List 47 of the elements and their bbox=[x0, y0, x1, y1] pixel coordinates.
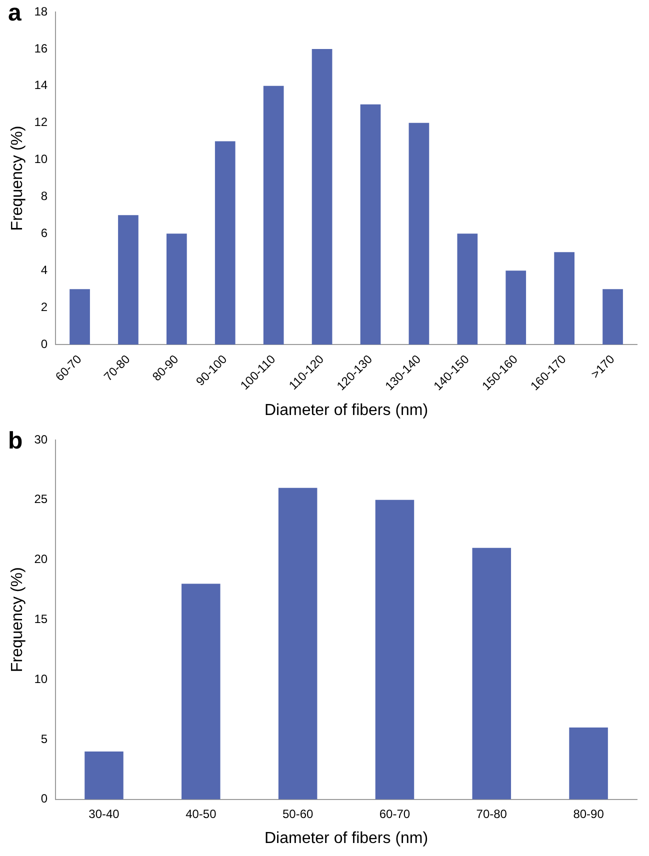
bar bbox=[360, 104, 381, 344]
bar bbox=[554, 252, 574, 344]
y-tick-label: 18 bbox=[34, 4, 48, 18]
chart-title: a bbox=[8, 0, 22, 27]
x-tick-label: 60-70 bbox=[379, 806, 410, 821]
y-tick-label: 30 bbox=[34, 432, 48, 446]
bar bbox=[84, 751, 124, 800]
bar bbox=[506, 270, 526, 344]
y-axis-title: Frequency (%) bbox=[9, 126, 26, 231]
bar bbox=[457, 234, 478, 344]
y-tick-label: 5 bbox=[40, 732, 48, 746]
x-tick-label: 80-90 bbox=[573, 806, 604, 821]
y-tick-label: 8 bbox=[40, 189, 48, 204]
bar bbox=[472, 548, 512, 800]
x-tick-label: 70-80 bbox=[476, 806, 508, 821]
y-tick-label: 15 bbox=[34, 612, 48, 626]
bar bbox=[118, 215, 138, 344]
x-tick-label: 40-50 bbox=[186, 806, 217, 821]
bar bbox=[312, 48, 332, 344]
y-tick-label: 12 bbox=[34, 115, 48, 130]
y-tick-label: 0 bbox=[40, 336, 48, 351]
bar bbox=[70, 289, 90, 344]
y-tick-label: 2 bbox=[40, 300, 48, 314]
bar bbox=[182, 584, 220, 800]
chart-title: b bbox=[8, 428, 23, 455]
y-tick-label: 16 bbox=[34, 41, 48, 56]
bar bbox=[375, 500, 414, 800]
y-axis-title: Frequency (%) bbox=[9, 567, 26, 672]
y-tick-label: 14 bbox=[34, 78, 48, 92]
bar bbox=[569, 728, 608, 800]
y-tick-label: 4 bbox=[40, 262, 48, 277]
bar bbox=[214, 141, 236, 344]
bar bbox=[408, 122, 430, 344]
y-tick-label: 0 bbox=[40, 792, 48, 806]
x-axis-title: Diameter of fibers (nm) bbox=[264, 402, 428, 419]
bar bbox=[602, 289, 623, 344]
bar bbox=[278, 488, 318, 800]
y-tick-label: 25 bbox=[34, 492, 48, 506]
bar bbox=[263, 86, 284, 344]
bar bbox=[166, 234, 187, 344]
x-axis-title: Diameter of fibers (nm) bbox=[264, 830, 428, 847]
y-tick-label: 20 bbox=[34, 552, 48, 566]
y-tick-label: 10 bbox=[34, 152, 48, 166]
x-tick-label: 50-60 bbox=[282, 806, 314, 821]
y-tick-label: 10 bbox=[34, 672, 48, 686]
x-tick-label: 30-40 bbox=[88, 806, 120, 821]
y-tick-label: 6 bbox=[40, 226, 48, 240]
